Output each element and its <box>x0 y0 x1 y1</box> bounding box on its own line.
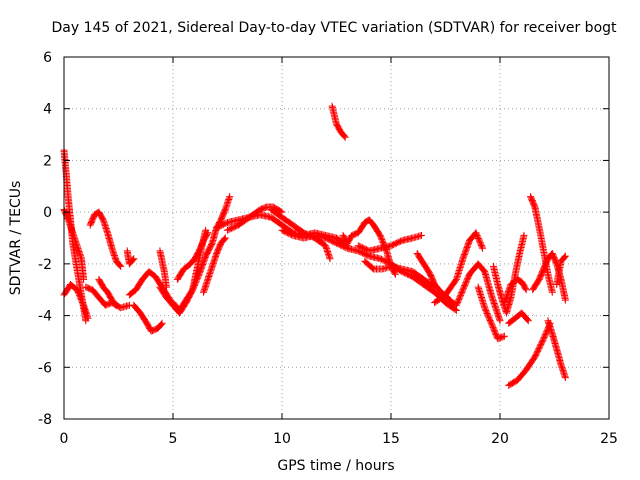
data-point-markers <box>156 247 170 291</box>
x-tick-label: 0 <box>60 431 69 447</box>
series-track-7 <box>123 247 138 268</box>
data-point-markers <box>505 319 554 389</box>
y-tick-label: -2 <box>38 257 52 273</box>
series-track-29 <box>503 231 528 317</box>
x-tick-label: 15 <box>382 431 400 447</box>
series-track-22 <box>361 257 439 291</box>
series-track-13 <box>173 229 212 283</box>
data-point-markers <box>130 301 166 335</box>
data-point-markers <box>278 226 460 314</box>
series-track-9 <box>130 301 166 335</box>
plot-frame <box>63 56 610 420</box>
data-point-markers <box>442 260 504 325</box>
data-point-markers <box>169 193 234 314</box>
series-track-6 <box>95 275 120 309</box>
axis-ticks: 0 5 10 15 20 25 -8 -6 -4 -2 0 2 4 6 <box>38 50 618 447</box>
y-tick-label: -6 <box>38 360 52 376</box>
series-track-25 <box>442 260 504 325</box>
chart-title: Day 145 of 2021, Sidereal Day-to-day VTE… <box>51 20 617 36</box>
series-track-24 <box>431 229 487 307</box>
data-point-markers <box>123 247 138 268</box>
x-tick-label: 10 <box>273 431 291 447</box>
data-point-markers <box>200 234 229 296</box>
data-point-markers <box>86 208 125 270</box>
y-tick-label: 2 <box>43 153 52 169</box>
data-point-markers <box>544 317 569 382</box>
x-tick-label: 5 <box>169 431 178 447</box>
x-axis-label: GPS time / hours <box>277 458 394 474</box>
x-tick-label: 20 <box>491 431 509 447</box>
series-track-34 <box>544 317 569 382</box>
data-point-markers <box>503 231 528 317</box>
series-track-26 <box>474 283 508 343</box>
series-track-19 <box>328 102 349 141</box>
series-track-14 <box>200 234 229 296</box>
y-axis-label: SDTVAR / TECUs <box>8 181 24 296</box>
y-tick-label: 6 <box>43 50 52 66</box>
series-track-30 <box>505 309 532 327</box>
series-track-21 <box>354 231 425 255</box>
data-point-markers <box>95 275 120 309</box>
data-point-markers <box>431 229 487 307</box>
series-track-11 <box>169 193 234 314</box>
grid-lines <box>64 57 609 419</box>
y-tick-label: 4 <box>43 102 52 118</box>
y-tick-label: 0 <box>43 205 52 221</box>
data-point-markers <box>553 252 569 288</box>
series-track-18 <box>278 226 460 314</box>
data-point-markers <box>354 231 425 255</box>
y-tick-label: -8 <box>38 412 52 428</box>
data-point-markers <box>328 102 349 141</box>
data-point-markers <box>173 229 212 283</box>
series-track-31 <box>505 319 554 389</box>
series-track-10 <box>156 247 170 291</box>
y-tick-label: -4 <box>38 309 52 325</box>
x-tick-label: 25 <box>600 431 618 447</box>
series-track-4 <box>86 208 125 270</box>
data-point-markers <box>361 257 439 291</box>
data-point-markers <box>474 283 508 343</box>
series-track-35 <box>553 252 569 288</box>
data-point-markers <box>505 309 532 327</box>
data-points <box>60 102 569 389</box>
